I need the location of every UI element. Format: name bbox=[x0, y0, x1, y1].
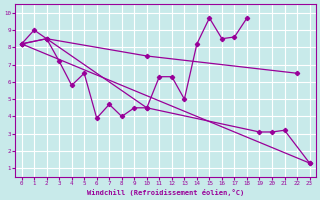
X-axis label: Windchill (Refroidissement éolien,°C): Windchill (Refroidissement éolien,°C) bbox=[87, 189, 244, 196]
